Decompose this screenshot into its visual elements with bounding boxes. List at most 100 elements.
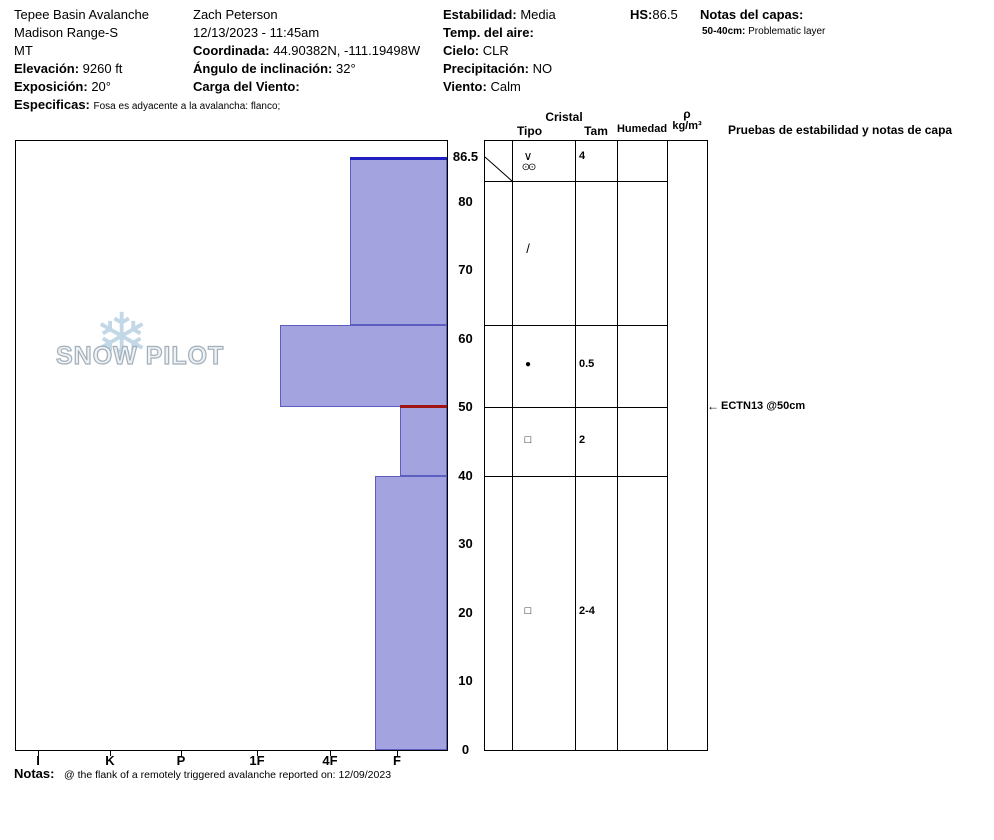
stability-field: Estabilidad: Media (443, 7, 556, 22)
hardness-tick (181, 751, 182, 756)
layer-boundary-line (484, 325, 668, 326)
layer-note-depth: 50-40cm: (702, 26, 746, 37)
sky-label: Cielo: (443, 43, 480, 58)
depth-tick-label: 70 (458, 262, 473, 277)
grid-bottom-line (484, 750, 708, 751)
grid-vertical-line (484, 140, 485, 751)
layer-boundary-line (484, 476, 668, 477)
aspect-field: Exposición: 20° (14, 79, 111, 94)
specifics-field: Especificas: Fosa es adyacente a la aval… (14, 97, 280, 112)
coordinates-value: 44.90382N, -111.19498W (273, 43, 421, 58)
grain-type-symbol: □ (524, 434, 532, 446)
snow-layer-bar (280, 325, 447, 407)
coordinates-label: Coordinada: (193, 43, 270, 58)
hardness-profile-chart: ❄ SNOW PILOT (15, 140, 448, 751)
layer-note-text: Problematic layer (748, 26, 826, 37)
wind-loading-field: Carga del Viento: (193, 79, 300, 94)
pit-datetime: 12/13/2023 - 11:45am (193, 25, 320, 40)
notes-value: @ the flank of a remotely triggered aval… (64, 769, 392, 781)
grain-type-symbol: / (526, 241, 530, 256)
depth-tick-label: 50 (458, 399, 473, 414)
specifics-label: Especificas: (14, 97, 90, 112)
stability-label: Estabilidad: (443, 7, 517, 22)
slope-angle-value: 32° (336, 61, 356, 76)
snowpilot-logo-text: SNOW PILOT (55, 341, 225, 370)
density-units-label: kg/m³ (672, 120, 702, 132)
grain-size-value: 0.5 (579, 358, 595, 370)
depth-tick-label: 30 (458, 536, 473, 551)
hardness-tick-label: F (393, 753, 401, 768)
layer-note: 50-40cm: Problematic layer (702, 26, 825, 37)
grain-size-value: 2 (579, 434, 586, 446)
precip-value: NO (532, 61, 553, 76)
layer-boundary-line (484, 181, 668, 182)
wind-label: Viento: (443, 79, 487, 94)
hardness-tick-label: P (176, 753, 186, 768)
stability-test-result: ECTN13 @50cm (721, 400, 806, 412)
density-column-header: ρ (683, 107, 691, 121)
observer-name: Zach Peterson (193, 7, 278, 22)
depth-tick-label: 60 (458, 331, 473, 346)
grain-type-column-header: Tipo (516, 124, 543, 138)
crystal-column-header: Cristal (545, 110, 583, 124)
hardness-tick (38, 751, 39, 756)
state-name: MT (14, 43, 33, 58)
hs-label: HS: (630, 7, 653, 22)
sky-field: Cielo: CLR (443, 43, 509, 58)
specifics-value: Fosa es adyacente a la avalancha: flanco… (93, 101, 281, 112)
hardness-tick (110, 751, 111, 756)
precip-field: Precipitación: NO (443, 61, 552, 76)
grain-type-symbol: □ (524, 605, 532, 617)
stability-value: Media (520, 7, 556, 22)
layer-notes-label: Notas del capas: (700, 7, 804, 22)
aspect-value: 20° (91, 79, 111, 94)
test-arrow-icon: ← (707, 399, 719, 413)
hardness-tick (330, 751, 331, 756)
precip-label: Precipitación: (443, 61, 529, 76)
grid-vertical-line (667, 140, 668, 751)
depth-tick-label: 80 (458, 194, 473, 209)
depth-tick-label: 10 (458, 673, 473, 688)
wind-field: Viento: Calm (443, 79, 521, 94)
coordinates-field: Coordinada: 44.90382N, -111.19498W (193, 43, 420, 58)
hs-field: HS:86.5 (630, 7, 678, 22)
snow-layer-bar (400, 407, 447, 476)
moisture-column-header: Humedad (616, 123, 668, 135)
range-name: Madison Range-S (14, 25, 119, 40)
slope-angle-field: Ángulo de inclinación: 32° (193, 61, 356, 76)
hardness-tick-label: I (36, 753, 40, 768)
layer-boundary-line (484, 407, 668, 408)
hardness-tick-label: K (105, 753, 115, 768)
hardness-tick-label: 1F (249, 753, 265, 768)
snowpilot-logo: ❄ SNOW PILOT (55, 304, 231, 380)
depth-tick-label: 40 (458, 468, 473, 483)
hardness-tick (397, 751, 398, 756)
grain-type-symbol: ⊙⊙ (521, 162, 537, 173)
elevation-value: 9260 ft (82, 61, 123, 76)
wind-value: Calm (490, 79, 521, 94)
depth-tick-label: 86.5 (452, 149, 479, 164)
air-temp-field: Temp. del aire: (443, 25, 534, 40)
snowflake-icon: ❄ (94, 300, 150, 374)
grid-vertical-line (617, 140, 618, 751)
grain-size-value: 2-4 (579, 605, 595, 617)
grid-top-line (484, 140, 708, 141)
layer-notes-header: Notas del capas: (700, 7, 803, 22)
thin-layer-leader-line (484, 156, 513, 182)
notes-label: Notas: (14, 766, 55, 781)
grain-type-symbol: ∨ (523, 149, 533, 163)
depth-tick-label: 0 (461, 742, 470, 757)
hardness-tick-label: 4F (322, 753, 338, 768)
pit-name: Tepee Basin Avalanche (14, 7, 149, 22)
hs-value: 86.5 (652, 7, 678, 22)
aspect-label: Exposición: (14, 79, 88, 94)
grain-size-column-header: Tam (584, 124, 608, 138)
elevation-field: Elevación: 9260 ft (14, 61, 122, 76)
snow-layer-bars (16, 141, 447, 750)
sky-value: CLR (482, 43, 509, 58)
grain-type-symbol: ● (524, 359, 532, 370)
wind-loading-label: Carga del Viento: (193, 79, 300, 94)
depth-tick-label: 20 (458, 605, 473, 620)
